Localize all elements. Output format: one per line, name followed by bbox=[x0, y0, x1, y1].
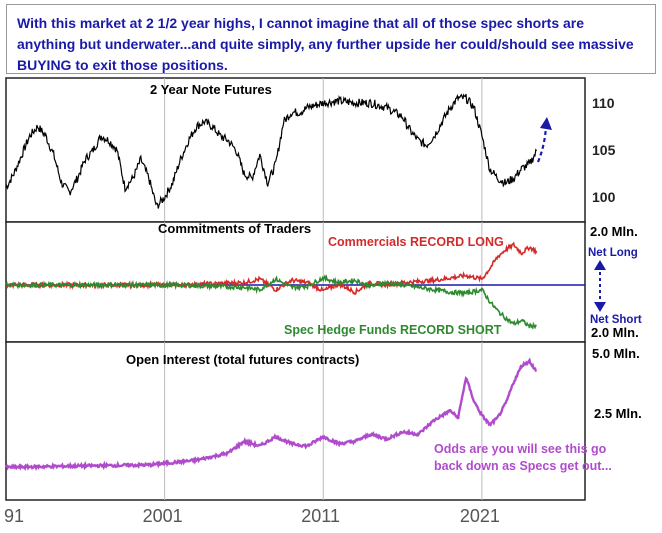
panel-2-ytick-top: 2.0 Mln. bbox=[590, 224, 638, 239]
panel-1-title: 2 Year Note Futures bbox=[150, 82, 272, 97]
x-tick-2021: 2021 bbox=[460, 506, 500, 526]
net-short-label: Net Short bbox=[590, 314, 642, 326]
panel-3-ytick-5: 5.0 Mln. bbox=[592, 346, 640, 361]
up-arrow-head bbox=[540, 117, 552, 130]
panel-3-ytick-2-5: 2.5 Mln. bbox=[594, 406, 642, 421]
panel-3-title: Open Interest (total futures contracts) bbox=[126, 352, 359, 367]
panel-1-ytick-100: 100 bbox=[592, 189, 616, 205]
header-text-before: With this market at 2 1/2 year highs, I … bbox=[17, 15, 634, 52]
panel-2-series-specs bbox=[5, 274, 537, 330]
panel-1-ytick-105: 105 bbox=[592, 142, 616, 158]
net-long-label: Net Long bbox=[588, 247, 638, 259]
commercials-label: Commercials RECORD LONG bbox=[328, 235, 504, 249]
odds-annotation-line-1: Odds are you will see this go bbox=[434, 442, 607, 456]
specs-label: Spec Hedge Funds RECORD SHORT bbox=[284, 323, 502, 337]
panel-2-frame bbox=[5, 221, 586, 343]
odds-annotation-line-2: back down as Specs get out... bbox=[434, 459, 612, 473]
panel-1-frame bbox=[5, 77, 586, 223]
x-tick-2011: 2011 bbox=[301, 506, 340, 526]
panel-2-title: Commitments of Traders bbox=[158, 221, 311, 236]
panel-2-ytick-bottom: 2.0 Mln. bbox=[591, 325, 639, 340]
x-tick-91: 91 bbox=[4, 506, 24, 526]
panel-1-ytick-110: 110 bbox=[592, 95, 615, 111]
header-box: With this market at 2 1/2 year highs, I … bbox=[6, 4, 656, 74]
header-text-after: to exit those positions. bbox=[71, 57, 228, 73]
header-text-bold: BUYING bbox=[17, 57, 72, 73]
up-arrow-shaft bbox=[536, 125, 548, 163]
panel-3-series-line bbox=[4, 357, 537, 472]
net-arrow-up-head bbox=[594, 260, 606, 270]
x-tick-2001: 2001 bbox=[143, 506, 183, 526]
net-arrow-down-head bbox=[594, 302, 606, 312]
panel-1-series-line bbox=[5, 93, 538, 209]
header-text: With this market at 2 1/2 year highs, I … bbox=[17, 13, 642, 76]
